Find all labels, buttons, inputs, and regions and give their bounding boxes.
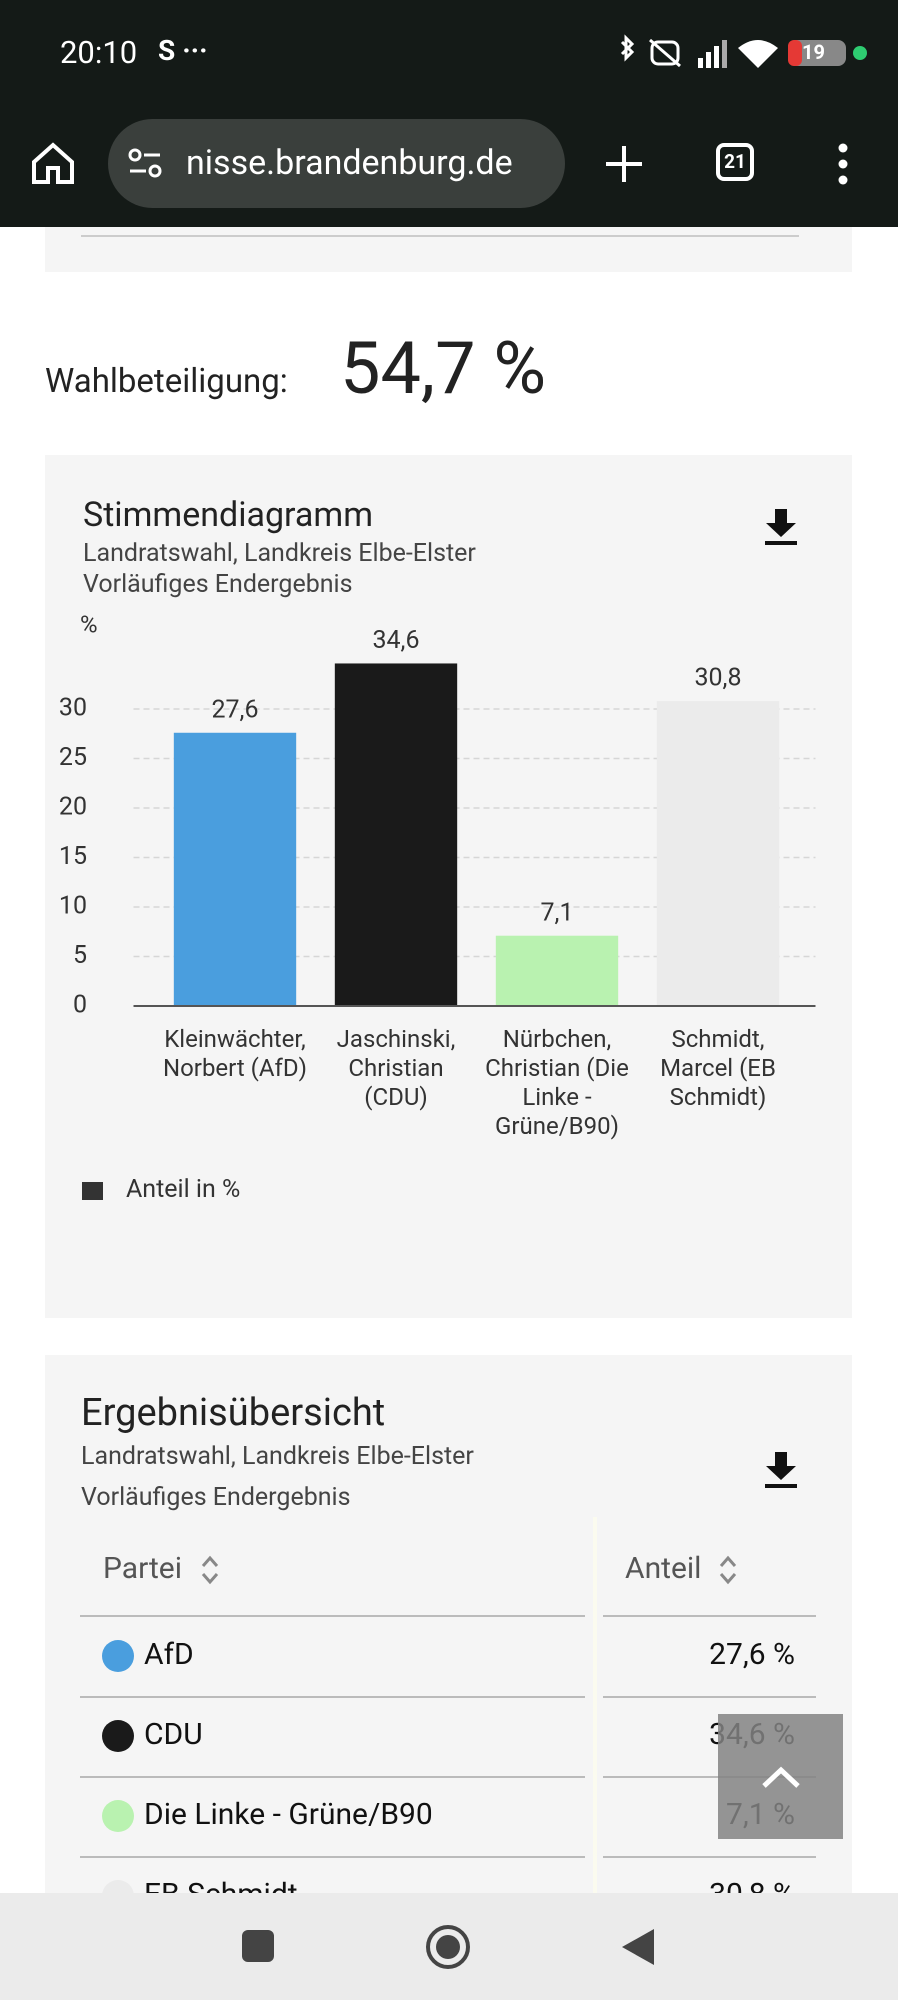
value-label: 30,8 <box>694 664 741 693</box>
browser-chrome: 20:10 S ··· 19 nisse.brandenburg.de 21 <box>0 0 898 227</box>
party-name: AfD <box>144 1637 194 1672</box>
recents-button[interactable] <box>240 1928 276 1964</box>
y-tick-label: 30 <box>59 694 87 723</box>
party-color <box>102 1640 134 1672</box>
row-line <box>603 1696 816 1698</box>
home-button[interactable] <box>30 140 76 186</box>
header-line <box>603 1615 816 1617</box>
chart-subtitle: Landratswahl, Landkreis Elbe-Elster <box>83 539 476 568</box>
party-color <box>102 1720 134 1752</box>
y-tick-label: 5 <box>73 941 87 970</box>
url-bar[interactable]: nisse.brandenburg.de <box>108 119 565 208</box>
battery-level: 19 <box>802 40 825 64</box>
y-tick-label: 0 <box>73 991 87 1020</box>
scroll-top-button[interactable] <box>718 1714 843 1839</box>
turnout-value: 54,7 % <box>340 326 547 411</box>
back-button[interactable] <box>620 1927 656 1967</box>
table-title: Ergebnisübersicht <box>81 1391 386 1435</box>
x-tick-label: Nürbchen, Christian (Die Linke - Grüne/B… <box>485 1025 629 1140</box>
chart-title: Stimmendiagramm <box>83 495 374 535</box>
party-name: Die Linke - Grüne/B90 <box>144 1797 433 1832</box>
home-nav-button[interactable] <box>424 1923 472 1971</box>
bar <box>173 732 297 1006</box>
row-line <box>80 1696 585 1698</box>
x-tick-label: Kleinwächter, Norbert (AfD) <box>163 1025 307 1082</box>
legend-swatch <box>82 1182 103 1200</box>
y-tick-label: 25 <box>59 743 87 772</box>
party-share: 27,6 % <box>709 1637 795 1672</box>
party-color <box>102 1800 134 1832</box>
url-text: nisse.brandenburg.de <box>186 143 513 183</box>
turnout-label: Wahlbeteiligung: <box>45 362 288 401</box>
party-name: CDU <box>144 1717 203 1752</box>
row-line <box>80 1776 585 1778</box>
sort-icon[interactable] <box>718 1553 738 1587</box>
x-tick-label: Schmidt, Marcel (EB Schmidt) <box>660 1025 776 1111</box>
y-tick-label: 10 <box>59 892 87 921</box>
site-info-icon[interactable] <box>128 147 162 181</box>
row-line <box>603 1856 816 1858</box>
tab-switcher[interactable]: 21 <box>716 143 754 181</box>
table-subtitle: Landratswahl, Landkreis Elbe-Elster <box>81 1442 474 1471</box>
bar <box>495 935 619 1006</box>
chart-subtitle: Vorläufiges Endergebnis <box>83 570 353 599</box>
column-header[interactable]: Anteil <box>625 1551 702 1586</box>
status-icons: S ··· <box>158 34 208 67</box>
table-subtitle: Vorläufiges Endergebnis <box>81 1483 351 1512</box>
bar <box>656 701 780 1006</box>
x-tick-label: Jaschinski, Christian (CDU) <box>336 1025 456 1111</box>
row-line <box>603 1776 816 1778</box>
column-header[interactable]: Partei <box>103 1551 182 1586</box>
column-divider <box>593 1517 597 2000</box>
navigation-bar <box>0 1893 898 2000</box>
row-line <box>80 1856 585 1858</box>
legend-label: Anteil in % <box>126 1175 241 1204</box>
y-tick-label: 20 <box>59 793 87 822</box>
menu-button[interactable] <box>835 142 851 186</box>
status-icons-right <box>620 34 867 68</box>
sort-icon[interactable] <box>200 1553 220 1587</box>
bar-chart: % 0 5 10 15 20 25 30 27,6 34,6 7,1 30,8 <box>59 610 816 1020</box>
bar <box>334 663 458 1006</box>
value-label: 27,6 <box>211 695 258 724</box>
header-line <box>80 1615 585 1617</box>
chart-card: Stimmendiagramm Landratswahl, Landkreis … <box>45 455 852 1318</box>
divider <box>81 235 799 237</box>
status-time: 20:10 <box>60 34 138 71</box>
previous-card <box>45 227 852 272</box>
value-label: 34,6 <box>372 626 419 655</box>
y-tick-label: 15 <box>59 842 87 871</box>
download-button[interactable] <box>763 1450 799 1490</box>
value-label: 7,1 <box>540 898 573 927</box>
y-axis-label: % <box>80 610 98 638</box>
download-button[interactable] <box>763 507 799 547</box>
new-tab-button[interactable] <box>603 143 645 185</box>
